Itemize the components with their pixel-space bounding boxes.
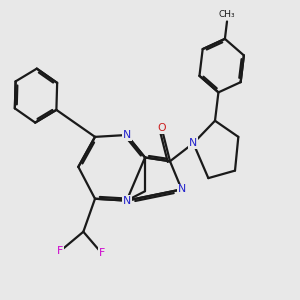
Text: N: N [178,184,186,194]
Text: F: F [57,246,63,256]
Text: N: N [122,196,131,206]
Text: F: F [98,248,105,258]
Text: N: N [189,138,197,148]
Text: CH₃: CH₃ [219,10,235,19]
Text: N: N [122,130,131,140]
Text: O: O [158,123,166,133]
